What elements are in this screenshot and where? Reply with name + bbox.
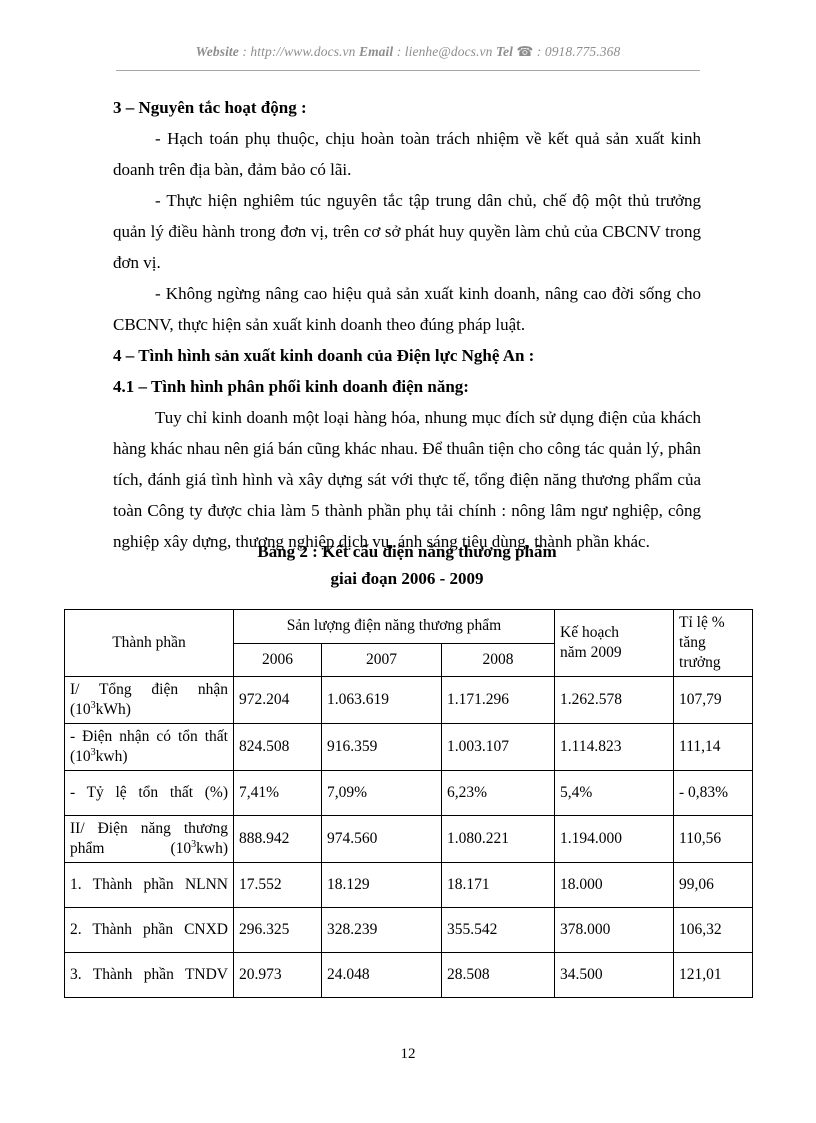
document-body: 3 – Nguyên tắc hoạt động : - Hạch toán p… (113, 92, 701, 557)
cell-2006: 17.552 (233, 862, 322, 908)
header-divider (116, 70, 700, 71)
cell-2006: 824.508 (233, 723, 322, 771)
table-caption-line-1: Bảng 2 : Kết cấu điện năng thương phẩm (257, 542, 557, 561)
cell-plan-2009: 5,4% (554, 770, 675, 816)
table-row: - Điện nhận có tổn thất (103kwh) 824.508 9… (64, 723, 754, 771)
table-row: 2. Thành phần CNXD 296.325 328.239 355.542 3… (64, 907, 754, 953)
cell-2007: 24.048 (321, 952, 442, 998)
cell-2008: 6,23% (440, 770, 556, 816)
cell-2006: 972.204 (233, 676, 322, 724)
table-row: I/ Tổng điện nhận (103kWh) 972.204 1.063.6… (64, 676, 754, 724)
table-row: II/ Điện năng thương phẩm (103kwh) 888.94… (64, 815, 754, 863)
table-row: 1. Thành phần NLNN 17.552 18.129 18.171 18.0… (64, 862, 754, 908)
cell-growth: 107,79 (673, 676, 754, 724)
cell-plan-2009: 378.000 (554, 907, 675, 953)
header-growth-line-3: trưởng (679, 654, 721, 671)
cell-2007: 1.063.619 (321, 676, 442, 724)
cell-plan-2009: 1.114.823 (554, 723, 675, 771)
header-year-2006: 2006 (233, 642, 322, 677)
running-header: Website : http://www.docs.vn Email : lie… (116, 44, 700, 60)
cell-2006: 7,41% (233, 770, 322, 816)
email-label: Email (358, 44, 394, 59)
header-growth-rate: Tỉ lệ % tăng trưởng (673, 609, 754, 677)
table-container: Thành phần Sản lượng điện năng thương ph… (64, 609, 754, 998)
header-plan-line-1: Kế hoạch (560, 624, 619, 641)
cell-growth: 110,56 (673, 815, 754, 863)
cell-2006: 296.325 (233, 907, 322, 953)
table-header-row-2: 2006 2007 2008 (65, 642, 753, 677)
cell-plan-2009: 1.194.000 (554, 815, 675, 863)
heading-section-3: 3 – Nguyên tắc hoạt động : (113, 98, 307, 117)
header-growth-line-2: tăng (679, 634, 706, 651)
cell-2008: 1.080.221 (440, 815, 556, 863)
paragraph-principle-1: - Hạch toán phụ thuộc, chịu hoàn toàn tr… (113, 129, 701, 179)
cell-2007: 916.359 (321, 723, 442, 771)
website-url: http://www.docs.vn (250, 44, 356, 59)
table-row: - Tỷ lệ tổn thất (%) 7,41% 7,09% 6,23% 5,4% -… (64, 770, 754, 816)
cell-growth: 121,01 (673, 952, 754, 998)
row-label: - Điện nhận có tổn thất (103kwh) (64, 723, 234, 771)
cell-2007: 18.129 (321, 862, 442, 908)
cell-2008: 355.542 (440, 907, 556, 953)
table-row: 3. Thành phần TNDV 20.973 24.048 28.508 34.5… (64, 952, 754, 998)
paragraph-principle-3: - Không ngừng nâng cao hiệu quả sản xuất… (113, 284, 701, 334)
energy-structure-table: Thành phần Sản lượng điện năng thương ph… (64, 609, 754, 998)
row-label: - Tỷ lệ tổn thất (%) (64, 770, 234, 816)
header-growth-line-1: Tỉ lệ % (679, 614, 725, 631)
header-year-2007: 2007 (321, 642, 442, 677)
heading-section-4-1: 4.1 – Tình hình phân phối kinh doanh điệ… (113, 377, 469, 396)
header-plan-line-2: năm 2009 (560, 644, 622, 661)
header-component: Thành phần (64, 609, 234, 677)
row-label: II/ Điện năng thương phẩm (103kwh) (64, 815, 234, 863)
table-caption-line-2: giai đoạn 2006 - 2009 (330, 569, 484, 588)
cell-2008: 1.003.107 (440, 723, 556, 771)
header-year-2008: 2008 (440, 642, 556, 677)
cell-growth: 99,06 (673, 862, 754, 908)
header-output-group: Sản lượng điện năng thương phẩm (232, 609, 556, 644)
cell-2007: 974.560 (321, 815, 442, 863)
cell-2008: 28.508 (440, 952, 556, 998)
cell-plan-2009: 18.000 (554, 862, 675, 908)
cell-growth: 106,32 (673, 907, 754, 953)
tel-number: 0918.775.368 (544, 44, 621, 59)
row-label: I/ Tổng điện nhận (103kWh) (64, 676, 234, 724)
heading-section-4: 4 – Tình hình sản xuất kinh doanh của Đi… (113, 346, 535, 365)
cell-2008: 18.171 (440, 862, 556, 908)
table-body: I/ Tổng điện nhận (103kWh) 972.204 1.063.6… (64, 676, 754, 998)
cell-2006: 20.973 (233, 952, 322, 998)
table-head: Thành phần Sản lượng điện năng thương ph… (64, 609, 754, 677)
cell-2007: 7,09% (321, 770, 442, 816)
row-label: 1. Thành phần NLNN (64, 862, 234, 908)
cell-2006: 888.942 (233, 815, 322, 863)
page-number: 12 (400, 1046, 416, 1062)
cell-2007: 328.239 (321, 907, 442, 953)
header-plan-2009: Kế hoạch năm 2009 (554, 609, 675, 677)
tel-separator: : (533, 44, 545, 59)
cell-growth: - 0,83% (673, 770, 754, 816)
paragraph-principle-2: - Thực hiện nghiêm túc nguyên tắc tập tr… (113, 191, 701, 272)
cell-plan-2009: 1.262.578 (554, 676, 675, 724)
row-label: 2. Thành phần CNXD (64, 907, 234, 953)
paragraph-distribution: Tuy chỉ kinh doanh một loại hàng hóa, nh… (113, 408, 701, 551)
cell-plan-2009: 34.500 (554, 952, 675, 998)
email-separator: : (393, 44, 405, 59)
row-label: 3. Thành phần TNDV (64, 952, 234, 998)
email-address: lienhe@docs.vn (404, 44, 493, 59)
website-label: Website (195, 44, 239, 59)
cell-growth: 111,14 (673, 723, 754, 771)
tel-label: Tel (495, 44, 513, 59)
website-separator: : (238, 44, 251, 59)
table-caption: Bảng 2 : Kết cấu điện năng thương phẩm g… (113, 538, 701, 592)
table-header-row-1: Thành phần Sản lượng điện năng thương ph… (64, 609, 754, 677)
cell-2008: 1.171.296 (440, 676, 556, 724)
telephone-icon: ☎ (516, 44, 534, 59)
